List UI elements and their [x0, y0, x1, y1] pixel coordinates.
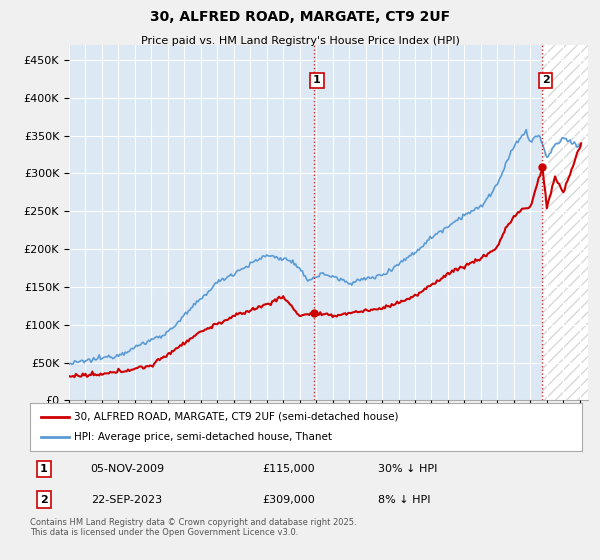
Text: 30% ↓ HPI: 30% ↓ HPI	[378, 464, 437, 474]
Text: 1: 1	[313, 76, 321, 85]
Text: 2: 2	[40, 495, 47, 505]
Text: 8% ↓ HPI: 8% ↓ HPI	[378, 495, 430, 505]
Text: £309,000: £309,000	[262, 495, 314, 505]
Text: 1: 1	[40, 464, 47, 474]
Text: 30, ALFRED ROAD, MARGATE, CT9 2UF (semi-detached house): 30, ALFRED ROAD, MARGATE, CT9 2UF (semi-…	[74, 412, 398, 422]
Text: 22-SEP-2023: 22-SEP-2023	[91, 495, 162, 505]
Text: 05-NOV-2009: 05-NOV-2009	[91, 464, 165, 474]
Bar	[69, 45, 542, 400]
Text: Contains HM Land Registry data © Crown copyright and database right 2025.
This d: Contains HM Land Registry data © Crown c…	[30, 518, 356, 538]
Text: Price paid vs. HM Land Registry's House Price Index (HPI): Price paid vs. HM Land Registry's House …	[140, 36, 460, 46]
Text: £115,000: £115,000	[262, 464, 314, 474]
Text: 2: 2	[542, 76, 550, 85]
Bar	[542, 45, 588, 400]
Text: 30, ALFRED ROAD, MARGATE, CT9 2UF: 30, ALFRED ROAD, MARGATE, CT9 2UF	[150, 11, 450, 25]
Text: HPI: Average price, semi-detached house, Thanet: HPI: Average price, semi-detached house,…	[74, 432, 332, 442]
Bar	[542, 45, 588, 400]
